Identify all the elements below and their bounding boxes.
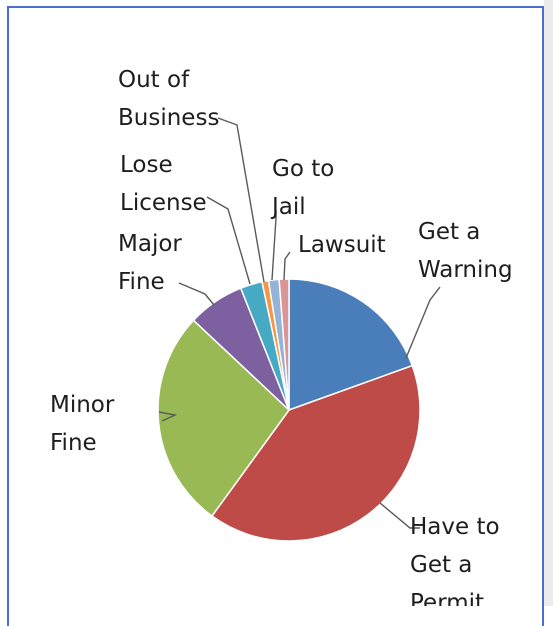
slice-label-lose-license: Lose License bbox=[120, 152, 207, 216]
pie-slice-get-a-warning bbox=[288, 278, 414, 412]
slice-label-lawsuit: Lawsuit bbox=[298, 232, 386, 258]
leader-line-lawsuit bbox=[283, 251, 291, 281]
leader-line-have-to-get-a-permit bbox=[379, 502, 420, 529]
leaders-layer bbox=[158, 117, 441, 529]
pie-slice-have-to-get-a-permit bbox=[210, 364, 421, 542]
slice-label-major-fine: Major Fine bbox=[118, 231, 182, 295]
slice-label-out-of-business: Out of Business bbox=[118, 67, 219, 131]
pie-slice-minor-fine bbox=[157, 319, 290, 518]
slice-label-have-to-get-a-permit: Have to Get a Permit bbox=[410, 514, 500, 606]
vertical-scrollbar[interactable] bbox=[544, 0, 553, 606]
leader-line-major-fine bbox=[178, 282, 215, 306]
slice-label-get-a-warning: Get a Warning bbox=[418, 219, 513, 283]
pie-chart: Get a Warning Have to Get a Permit Minor Fine M… bbox=[50, 67, 513, 606]
leader-line-minor-fine bbox=[158, 411, 178, 422]
slice-label-go-to-jail: Go to Jail bbox=[270, 156, 334, 220]
slice-label-minor-fine: Minor Fine bbox=[50, 392, 115, 456]
leader-line-out-of-business bbox=[217, 117, 265, 283]
slices-layer bbox=[157, 278, 421, 542]
labels-layer: Get a Warning Have to Get a Permit Minor Fine M… bbox=[50, 67, 513, 606]
leader-line-lose-license bbox=[206, 196, 251, 285]
leader-line-go-to-jail bbox=[271, 210, 277, 281]
leader-line-get-a-warning bbox=[405, 286, 441, 359]
